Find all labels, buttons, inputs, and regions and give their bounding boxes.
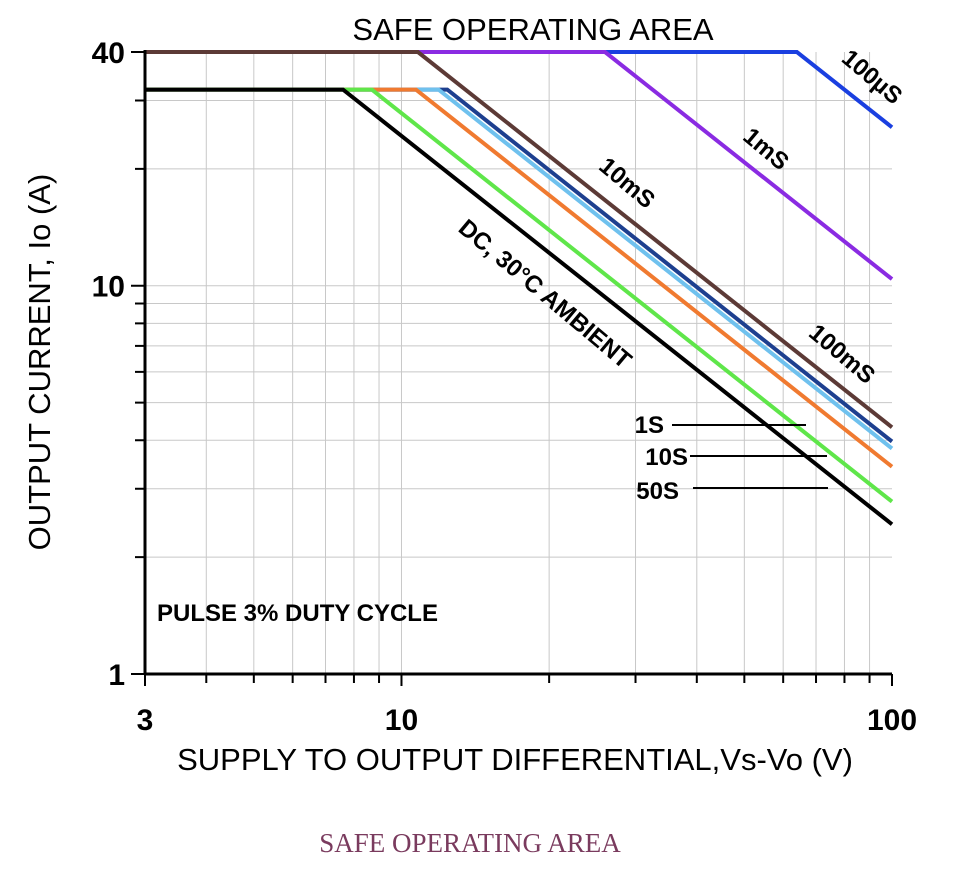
chart-axes xyxy=(131,50,893,686)
series-line-2 xyxy=(145,50,894,429)
y-tick-label: 1 xyxy=(108,659,125,692)
series-label-4: 1S xyxy=(635,412,664,439)
series-label-6: 50S xyxy=(636,478,679,505)
y-axis-label: OUTPUT CURRENT, Io (A) xyxy=(22,174,57,551)
series-label-1: 1mS xyxy=(738,123,794,176)
series-line-7 xyxy=(145,87,894,526)
x-axis-label: SUPPLY TO OUTPUT DIFFERENTIAL,Vs-Vo (V) xyxy=(177,742,853,777)
duty-cycle-note: PULSE 3% DUTY CYCLE xyxy=(157,600,438,627)
chart-series xyxy=(145,50,894,526)
x-tick-label: 100 xyxy=(867,704,917,737)
chart-tick-labels: 3 10 100 1 10 40 xyxy=(92,37,917,737)
figure-caption: SAFE OPERATING AREA xyxy=(319,828,621,858)
x-tick-label: 3 xyxy=(137,704,154,737)
series-label-7: DC, 30°C AMBIENT xyxy=(453,214,637,374)
y-tick-label: 40 xyxy=(92,37,125,70)
x-tick-label: 10 xyxy=(385,704,418,737)
y-tick-label: 10 xyxy=(92,271,125,304)
series-label-5: 10S xyxy=(645,444,688,471)
series-label-2: 10mS xyxy=(594,152,660,214)
chart-title: SAFE OPERATING AREA xyxy=(352,12,714,47)
